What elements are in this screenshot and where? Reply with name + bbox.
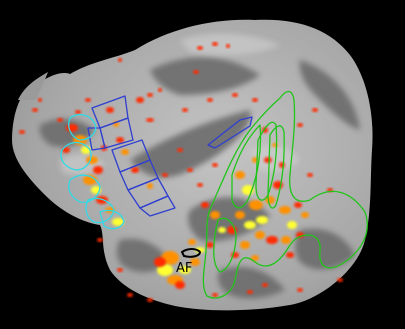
- activation-blob: [131, 167, 139, 173]
- activation-blob: [255, 231, 265, 239]
- activation-blob: [66, 124, 78, 132]
- activation-blob: [296, 232, 304, 238]
- roi-outline: [213, 217, 237, 273]
- activation-blob: [136, 97, 144, 103]
- activation-blob: [235, 171, 245, 179]
- roi-outline: [231, 124, 262, 209]
- activation-blob: [154, 257, 166, 267]
- activation-blob: [112, 218, 124, 226]
- roi-outline: [255, 121, 278, 201]
- activation-blob: [86, 156, 98, 164]
- activation-blob: [106, 107, 114, 113]
- activation-blob: [212, 42, 218, 46]
- activation-blob: [201, 202, 209, 208]
- activation-blob: [312, 108, 318, 112]
- activation-blob: [179, 266, 191, 274]
- roi-outline: [207, 116, 253, 149]
- activation-blob: [244, 221, 256, 229]
- activation-blob: [247, 290, 253, 294]
- activation-blob: [85, 98, 91, 102]
- activation-blob: [249, 200, 263, 210]
- activation-blob: [264, 157, 272, 163]
- activation-blob: [147, 93, 153, 97]
- activation-blob: [197, 183, 203, 187]
- activation-blob: [195, 247, 205, 253]
- activation-blob: [279, 206, 291, 214]
- activation-blob: [175, 281, 185, 289]
- activation-blob: [232, 93, 238, 97]
- activation-blob: [207, 98, 213, 102]
- activation-blob: [182, 108, 188, 112]
- activation-blob: [206, 242, 214, 248]
- activation-blob: [162, 173, 168, 177]
- activation-blob: [75, 110, 81, 114]
- roi-group-cyan: [60, 113, 125, 230]
- activation-blob: [117, 268, 123, 272]
- activation-blob: [177, 148, 183, 152]
- activation-blob: [57, 118, 63, 122]
- activation-blob: [307, 173, 313, 177]
- activation-blob: [252, 98, 258, 102]
- activation-blob: [337, 278, 343, 282]
- activation-blob: [212, 163, 218, 167]
- activation-blob: [218, 227, 226, 233]
- activation-blob: [262, 283, 268, 287]
- activation-overlay: [19, 42, 343, 302]
- activation-blob: [19, 130, 25, 134]
- activation-blob: [294, 202, 302, 208]
- activation-blob: [97, 238, 103, 242]
- activation-blob: [147, 183, 153, 189]
- activation-blob: [93, 166, 103, 174]
- activation-blob: [235, 211, 245, 219]
- roi-outline: [267, 125, 285, 209]
- activation-blob: [286, 252, 294, 258]
- activation-blob: [190, 258, 200, 266]
- activation-blob: [251, 255, 259, 261]
- activation-blob: [147, 298, 153, 302]
- activation-blob: [38, 98, 42, 102]
- roi-group-green: [202, 90, 368, 299]
- roi-outline-af: [181, 248, 201, 258]
- activation-blob: [193, 70, 199, 74]
- roi-outline: [60, 141, 92, 171]
- activation-blob: [281, 236, 291, 244]
- activation-blob: [256, 216, 268, 224]
- activation-blob: [188, 239, 196, 245]
- activation-blob: [187, 168, 193, 172]
- roi-label-af: AF: [176, 261, 192, 276]
- activation-blob: [301, 212, 309, 218]
- activation-blob: [287, 221, 297, 229]
- activation-blob: [127, 293, 133, 297]
- activation-blob: [121, 149, 129, 155]
- roi-outline: [99, 209, 125, 230]
- roi-outline: [85, 197, 115, 224]
- activation-blob: [32, 108, 38, 112]
- activation-blob: [226, 44, 230, 48]
- roi-outline: [202, 90, 368, 299]
- roi-outline: [68, 113, 97, 141]
- activation-blob: [210, 211, 220, 219]
- activation-blob: [83, 175, 97, 185]
- activation-blob: [297, 123, 303, 127]
- activation-blob: [297, 288, 303, 292]
- activation-blob: [240, 241, 250, 249]
- roi-outlines: [60, 90, 368, 299]
- roi-outline: [139, 195, 176, 217]
- activation-blob: [146, 118, 154, 122]
- cortex-edge: [18, 72, 48, 100]
- activation-blob: [266, 236, 278, 244]
- roi-group-blue: [87, 95, 253, 217]
- activation-blob: [212, 293, 218, 297]
- activation-blob: [116, 137, 124, 143]
- activation-blob: [118, 58, 122, 62]
- activation-blob: [197, 46, 203, 50]
- activation-blob: [158, 88, 162, 92]
- activation-blob: [157, 264, 173, 276]
